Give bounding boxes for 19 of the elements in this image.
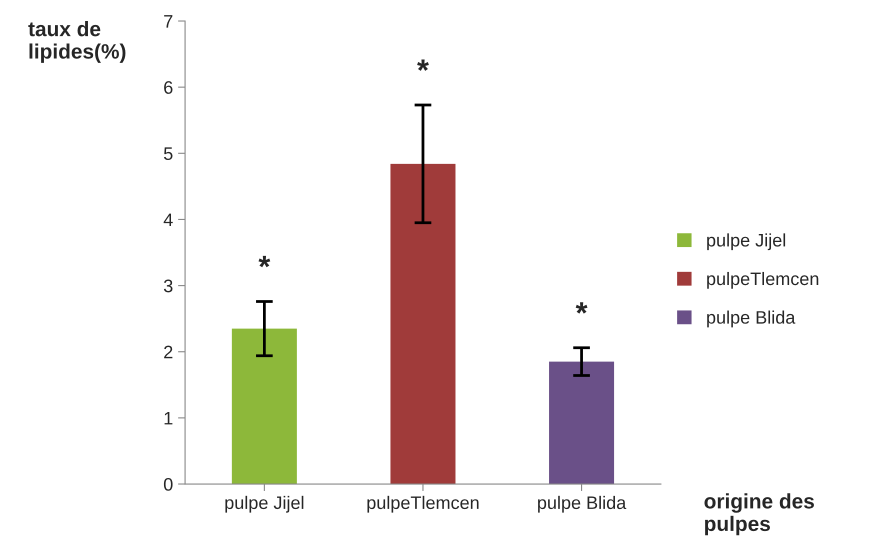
annotation: * bbox=[258, 256, 270, 268]
y-tick-label: 1 bbox=[164, 412, 172, 424]
legend-label: pulpe Blida bbox=[707, 310, 796, 328]
y-tick-label: 7 bbox=[164, 15, 172, 28]
annotation: * bbox=[576, 302, 588, 314]
x-axis-title: origine des pulpes bbox=[704, 493, 814, 536]
y-tick-label: 0 bbox=[164, 478, 173, 491]
legend-label: pulpe Jijel bbox=[707, 233, 786, 250]
y-axis-title: taux de lipides(%) bbox=[28, 21, 126, 63]
y-tick-label: 4 bbox=[164, 214, 173, 226]
y-tick-label: 3 bbox=[164, 280, 172, 292]
x-tick-label: pulpeTlemcen bbox=[367, 496, 479, 513]
x-tick-label: pulpe Blida bbox=[538, 496, 626, 513]
legend-label: pulpeTlemcen bbox=[707, 272, 818, 289]
x-tick-label: pulpe Jijel bbox=[225, 496, 304, 513]
annotation: * bbox=[417, 59, 429, 71]
y-tick-label: 5 bbox=[164, 147, 173, 160]
y-tick-label: 6 bbox=[164, 81, 172, 94]
y-tick-label: 2 bbox=[164, 346, 172, 358]
